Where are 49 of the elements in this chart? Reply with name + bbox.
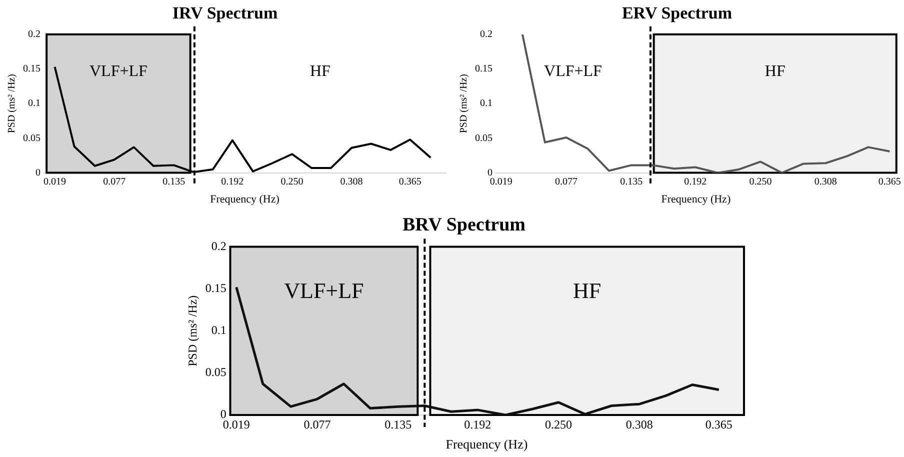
chart-title: BRV Spectrum [402, 214, 526, 236]
x-tick-label: 0.019 [490, 176, 512, 188]
x-tick-label: 0.308 [340, 176, 363, 188]
y-tick-label: 0.15 [475, 64, 492, 75]
y-tick-label: 0.2 [28, 29, 40, 40]
x-tick-label: 0.192 [464, 417, 492, 432]
x-tick-label: 0.077 [304, 417, 331, 432]
x-axis-title: Frequency (Hz) [661, 193, 731, 206]
y-tick-label: 0.05 [205, 365, 226, 380]
y-tick-label: 0.2 [480, 29, 492, 40]
band-label: VLF+LF [284, 278, 364, 303]
band-label: HF [573, 278, 602, 303]
y-axis-title: PSD (ms² /Hz) [458, 74, 470, 134]
x-tick-label: 0.077 [554, 176, 578, 188]
y-tick-label: 0.2 [211, 238, 226, 253]
x-axis-title: Frequency (Hz) [446, 436, 528, 452]
x-tick-label: 0.192 [221, 176, 244, 188]
y-tick-label: 0.05 [23, 132, 40, 144]
x-tick-label: 0.308 [626, 417, 653, 432]
annotation: VLF+LF [544, 62, 602, 80]
band-label: HF [764, 62, 786, 80]
x-tick-label: 0.250 [749, 176, 772, 188]
x-tick-label: 0.365 [705, 417, 732, 432]
x-tick-label: 0.077 [103, 176, 126, 188]
y-tick-label: 0.1 [480, 98, 492, 110]
x-tick-label: 0.250 [280, 176, 304, 188]
x-axis-title: Frequency (Hz) [210, 193, 280, 206]
x-tick-label: 0.135 [620, 176, 643, 188]
x-tick-label: 0.019 [44, 176, 66, 188]
y-tick-label: 0.15 [205, 281, 226, 296]
chart-title: IRV Spectrum [172, 4, 278, 23]
y-tick-label: 0.1 [211, 323, 226, 338]
band-label: VLF+LF [89, 62, 148, 80]
annotation: HF [310, 62, 331, 80]
x-tick-label: 0.250 [545, 417, 572, 432]
y-tick-label: 0.15 [23, 64, 40, 75]
x-tick-label: 0.135 [162, 176, 186, 188]
x-tick-label: 0.308 [814, 176, 837, 188]
x-tick-label: 0.135 [384, 417, 412, 432]
x-tick-label: 0.365 [398, 176, 422, 188]
y-tick-label: 0 [36, 167, 40, 178]
y-axis-title: PSD (ms² /Hz) [6, 74, 18, 134]
y-tick-label: 0.05 [475, 132, 492, 144]
x-tick-label: 0.365 [878, 176, 901, 188]
y-axis-title: PSD (ms² /Hz) [185, 295, 200, 366]
chart-title: ERV Spectrum [622, 4, 732, 23]
x-tick-label: 0.192 [684, 176, 707, 188]
y-tick-label: 0 [488, 167, 492, 178]
y-tick-label: 0.1 [28, 98, 40, 110]
